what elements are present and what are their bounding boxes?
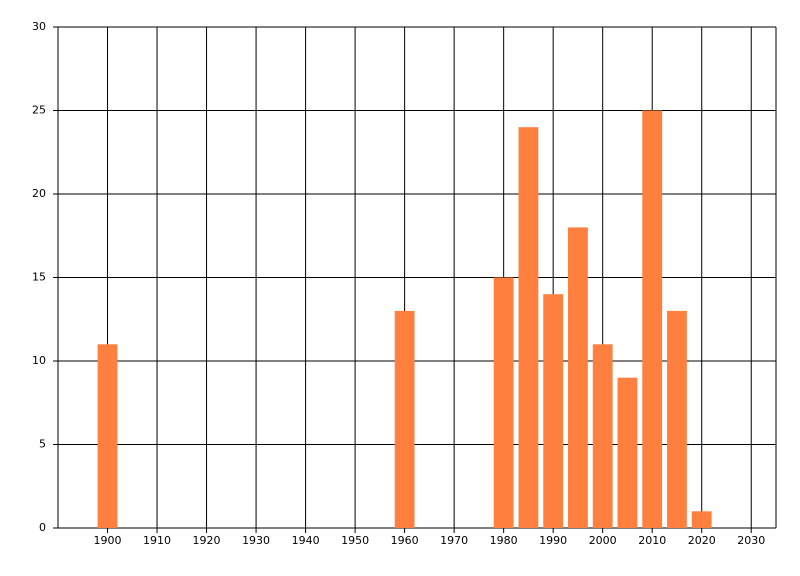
x-tick-label: 1940 — [292, 534, 320, 547]
x-tick-label: 1980 — [490, 534, 518, 547]
y-tick-label: 30 — [32, 20, 46, 33]
y-tick-label: 0 — [39, 521, 46, 534]
x-tick-label: 1950 — [341, 534, 369, 547]
x-tick-label: 1930 — [242, 534, 270, 547]
bar — [642, 110, 663, 528]
bar — [691, 511, 712, 528]
bar — [568, 227, 588, 528]
bar — [518, 127, 539, 528]
bar — [543, 294, 564, 528]
y-tick-label: 10 — [32, 354, 46, 367]
y-tick-label: 15 — [32, 271, 46, 284]
y-tick-label: 20 — [32, 187, 46, 200]
bar — [667, 310, 687, 528]
x-tick-label: 1960 — [391, 534, 419, 547]
x-tick-label: 2010 — [638, 534, 666, 547]
y-tick-label: 5 — [39, 438, 46, 451]
x-tick-label: 1970 — [440, 534, 468, 547]
bar — [394, 310, 415, 528]
bar — [97, 344, 118, 528]
bar — [592, 344, 613, 528]
bar — [617, 377, 638, 528]
x-tick-label: 1910 — [143, 534, 171, 547]
x-tick-label: 2000 — [589, 534, 617, 547]
x-tick-label: 2030 — [737, 534, 765, 547]
x-tick-label: 1990 — [539, 534, 567, 547]
bar — [493, 277, 514, 528]
x-tick-label: 2020 — [688, 534, 716, 547]
x-tick-label: 1900 — [94, 534, 122, 547]
y-tick-label: 25 — [32, 104, 46, 117]
x-tick-label: 1920 — [193, 534, 221, 547]
